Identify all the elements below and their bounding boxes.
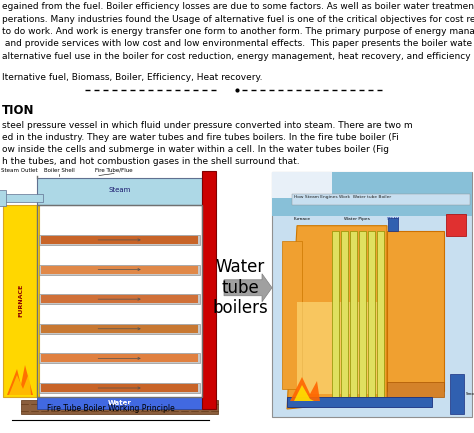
Text: to do work. And work is energy transfer one form to another form. The primary pu: to do work. And work is energy transfer … [2, 27, 474, 36]
Bar [450, 374, 464, 414]
Bar [350, 231, 357, 397]
Bar [41, 295, 198, 303]
Text: Boiler Shell: Boiler Shell [44, 168, 74, 172]
Polygon shape [7, 365, 33, 395]
Bar [1, 194, 43, 201]
Text: alternative fuel use in the boiler for cost reduction, energy management, heat r: alternative fuel use in the boiler for c… [2, 52, 474, 61]
Bar [377, 231, 384, 397]
Bar [41, 384, 198, 392]
Bar [341, 231, 348, 397]
Text: FURNACE: FURNACE [18, 284, 24, 317]
Bar [37, 397, 202, 409]
Text: STEAM
OUT: STEAM OUT [386, 216, 400, 225]
Bar [39, 294, 200, 304]
Polygon shape [224, 274, 272, 302]
Text: h the tubes, and hot combustion gases in the shell surround that.: h the tubes, and hot combustion gases in… [2, 156, 300, 165]
Bar [387, 231, 444, 391]
Bar [41, 354, 198, 362]
Polygon shape [287, 226, 387, 409]
Text: Steam Outlet: Steam Outlet [1, 168, 37, 172]
Bar [39, 353, 200, 363]
Bar [297, 302, 382, 394]
Bar [388, 218, 398, 231]
Text: lternative fuel, Biomass, Boiler, Efficiency, Heat recovery.: lternative fuel, Biomass, Boiler, Effici… [2, 72, 263, 81]
Bar [41, 325, 198, 333]
Bar [387, 382, 444, 397]
Text: ow inside the cells and submerge in water within a cell. In the water tubes boil: ow inside the cells and submerge in wate… [2, 145, 389, 154]
Bar [202, 171, 216, 409]
Bar [282, 241, 302, 389]
Bar [39, 265, 200, 275]
Polygon shape [290, 377, 320, 401]
Text: Steam: Steam [109, 187, 131, 193]
Bar [0, 190, 6, 206]
Text: Water Pipes: Water Pipes [344, 216, 370, 221]
Bar [272, 171, 332, 198]
Text: TION: TION [2, 104, 35, 117]
Text: Water: Water [108, 400, 131, 406]
Bar [37, 204, 202, 397]
Bar [446, 214, 466, 236]
Bar [37, 178, 202, 204]
Text: Fire Tube/Flue: Fire Tube/Flue [95, 168, 133, 172]
Text: egained from the fuel. Boiler efficiency losses are due to some factors. As well: egained from the fuel. Boiler efficiency… [2, 2, 474, 11]
Polygon shape [9, 373, 31, 395]
Text: perations. Many industries found the Usage of alternative fuel is one of the cri: perations. Many industries found the Usa… [2, 14, 474, 23]
Bar [3, 204, 39, 397]
Bar [39, 324, 200, 334]
Bar [272, 171, 472, 417]
Bar [272, 171, 472, 216]
Text: and provide services with low cost and low environmental effects.  This paper pr: and provide services with low cost and l… [2, 39, 472, 48]
Text: Water
tube
boilers: Water tube boilers [212, 258, 268, 317]
Text: How Steam Engines Work  Water tube Boiler: How Steam Engines Work Water tube Boiler [294, 194, 391, 199]
Bar [332, 231, 339, 397]
Bar [21, 400, 218, 414]
Text: HOT
GASES: HOT GASES [449, 216, 463, 225]
Bar [39, 235, 200, 245]
Bar [292, 194, 470, 205]
Bar [368, 231, 375, 397]
Text: Furnace: Furnace [293, 216, 310, 221]
Bar [41, 236, 198, 244]
Bar [359, 231, 366, 397]
Bar [39, 383, 200, 393]
Text: ed in the industry. They are water tubes and fire tubes boilers. In the fire tub: ed in the industry. They are water tubes… [2, 132, 399, 142]
Bar [287, 397, 432, 407]
Text: steel pressure vessel in which fluid under pressure converted into steam. There : steel pressure vessel in which fluid und… [2, 120, 413, 129]
Polygon shape [294, 385, 314, 401]
Text: Smokestack: Smokestack [466, 392, 474, 396]
Bar [41, 265, 198, 274]
Text: Fire Tube Boiler Working Principle: Fire Tube Boiler Working Principle [46, 404, 174, 413]
